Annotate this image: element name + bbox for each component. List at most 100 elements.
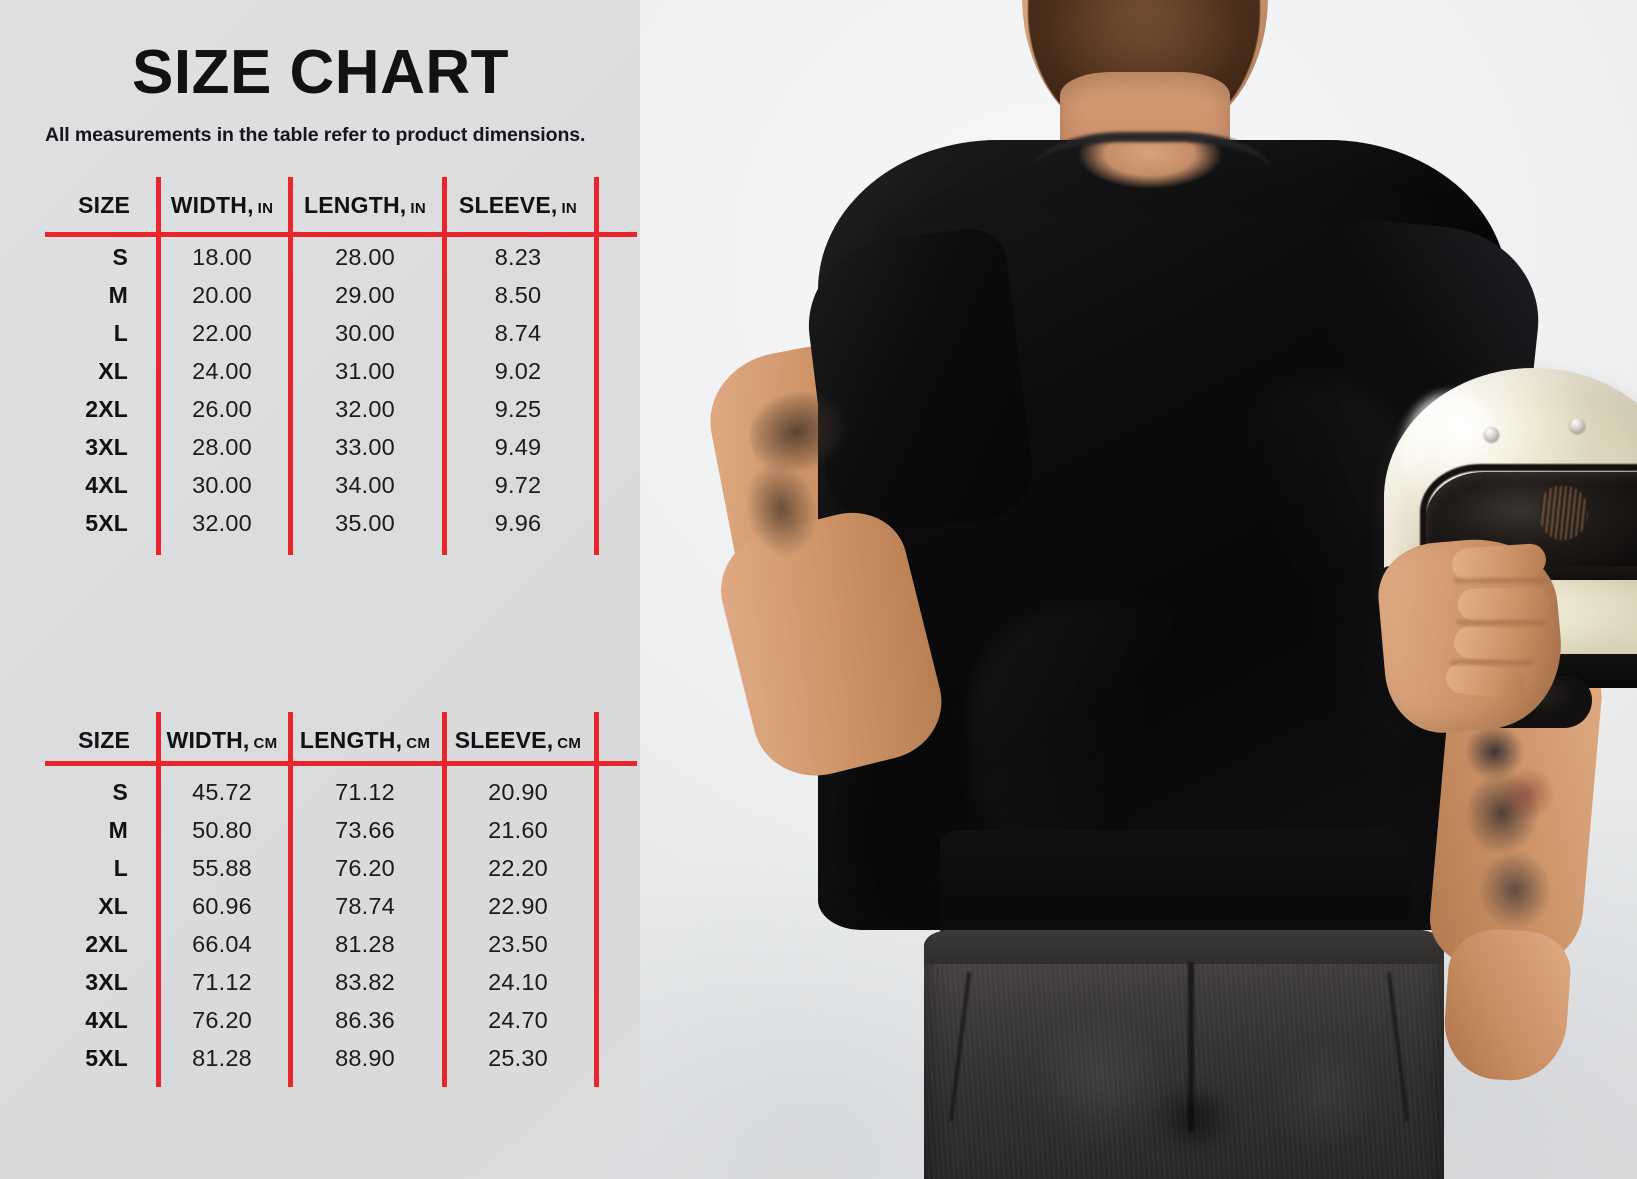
table-row: M 20.00 29.00 8.50 bbox=[0, 276, 640, 314]
size-table-inches: SIZE WIDTH, IN LENGTH, IN SLEEVE, IN S 18… bbox=[0, 170, 640, 570]
cell-length: 78.74 bbox=[335, 892, 395, 919]
cell-size: S bbox=[112, 778, 128, 805]
cell-length: 30.00 bbox=[335, 319, 395, 346]
table-row: 2XL 66.04 81.28 23.50 bbox=[0, 925, 640, 963]
cell-width: 45.72 bbox=[192, 778, 252, 805]
jeans-waistband bbox=[924, 930, 1444, 964]
cell-width: 60.96 bbox=[192, 892, 252, 919]
column-header-sleeve-unit: IN bbox=[561, 199, 578, 217]
table-row: 4XL 76.20 86.36 24.70 bbox=[0, 1001, 640, 1039]
cell-length: 73.66 bbox=[335, 816, 395, 843]
cell-sleeve: 9.96 bbox=[494, 509, 542, 536]
cell-width: 32.00 bbox=[192, 509, 252, 536]
table-divider-vertical bbox=[156, 177, 161, 555]
tshirt-collar-rim bbox=[1032, 132, 1270, 236]
cell-width: 50.80 bbox=[192, 816, 252, 843]
cell-size: XL bbox=[98, 357, 128, 384]
column-header-length-label: LENGTH, bbox=[299, 726, 403, 753]
cell-width: 28.00 bbox=[192, 433, 252, 460]
table-row: 5XL 32.00 35.00 9.96 bbox=[0, 504, 640, 542]
finger-separation bbox=[1450, 660, 1534, 665]
cell-sleeve: 22.90 bbox=[488, 892, 548, 919]
cell-sleeve: 8.23 bbox=[494, 243, 542, 270]
finger-separation bbox=[1456, 620, 1546, 625]
helmet-snap-icon bbox=[1570, 418, 1585, 433]
table-row: M 50.80 73.66 21.60 bbox=[0, 811, 640, 849]
jeans-fly-seam bbox=[1188, 962, 1194, 1132]
column-header-size: SIZE bbox=[0, 727, 156, 754]
finger-separation bbox=[1454, 578, 1546, 583]
column-header-sleeve: SLEEVE, CM bbox=[442, 727, 594, 754]
cell-width: 71.12 bbox=[192, 968, 252, 995]
cell-length: 33.00 bbox=[335, 433, 395, 460]
cell-width: 18.00 bbox=[192, 243, 252, 270]
cell-sleeve: 8.50 bbox=[494, 281, 542, 308]
cell-width: 22.00 bbox=[192, 319, 252, 346]
column-header-sleeve-label: SLEEVE, bbox=[454, 726, 554, 753]
cell-sleeve: 25.30 bbox=[488, 1044, 548, 1071]
cell-sleeve: 9.49 bbox=[494, 433, 542, 460]
helmet-snap-icon bbox=[1484, 427, 1499, 442]
cell-size: XL bbox=[98, 892, 128, 919]
table-header-rule bbox=[45, 761, 637, 766]
column-header-width-unit: IN bbox=[257, 199, 274, 217]
table-body-inches: S 18.00 28.00 8.23 M 20.00 29.00 8.50 L 22.00 30.0… bbox=[0, 238, 640, 542]
table-row: 5XL 81.28 88.90 25.30 bbox=[0, 1039, 640, 1077]
tshirt-left-sleeve bbox=[798, 224, 1039, 540]
cell-length: 88.90 bbox=[335, 1044, 395, 1071]
size-chart-panel: SIZE CHART All measurements in the table… bbox=[0, 0, 640, 1179]
cell-length: 86.36 bbox=[335, 1006, 395, 1033]
column-header-sleeve: SLEEVE, IN bbox=[442, 192, 594, 219]
cell-size: M bbox=[108, 816, 128, 843]
cell-length: 28.00 bbox=[335, 243, 395, 270]
cell-size: 4XL bbox=[85, 471, 128, 498]
model-finger bbox=[1450, 542, 1548, 582]
cell-width: 20.00 bbox=[192, 281, 252, 308]
table-header-rule bbox=[45, 232, 637, 237]
cell-size: L bbox=[113, 319, 128, 346]
cell-sleeve: 9.72 bbox=[494, 471, 542, 498]
cell-size: 2XL bbox=[85, 395, 128, 422]
table-row: L 22.00 30.00 8.74 bbox=[0, 314, 640, 352]
size-table-centimeters: SIZE WIDTH, CM LENGTH, CM SLEEVE, CM S 45… bbox=[0, 705, 640, 1105]
column-header-width: WIDTH, IN bbox=[156, 192, 288, 219]
table-row: XL 60.96 78.74 22.90 bbox=[0, 887, 640, 925]
table-divider-vertical bbox=[594, 712, 599, 1087]
model-finger bbox=[1453, 625, 1543, 663]
cell-sleeve: 22.20 bbox=[488, 854, 548, 881]
column-header-width-label: WIDTH, bbox=[166, 726, 250, 753]
model-finger bbox=[1457, 587, 1551, 621]
cell-length: 76.20 bbox=[335, 854, 395, 881]
jeans-inseam-shadow bbox=[1140, 1090, 1250, 1179]
cell-sleeve: 24.70 bbox=[488, 1006, 548, 1033]
cell-size: 4XL bbox=[85, 1006, 128, 1033]
column-header-length: LENGTH, IN bbox=[288, 192, 442, 219]
cell-length: 35.00 bbox=[335, 509, 395, 536]
table-divider-vertical bbox=[442, 712, 447, 1087]
cell-sleeve: 24.10 bbox=[488, 968, 548, 995]
cell-sleeve: 20.90 bbox=[488, 778, 548, 805]
cell-size: S bbox=[112, 243, 128, 270]
cell-sleeve: 8.74 bbox=[494, 319, 542, 346]
table-divider-vertical bbox=[288, 177, 293, 555]
cell-width: 26.00 bbox=[192, 395, 252, 422]
cell-size: 5XL bbox=[85, 1044, 128, 1071]
table-header-row: SIZE WIDTH, CM LENGTH, CM SLEEVE, CM bbox=[0, 717, 640, 763]
cell-length: 71.12 bbox=[335, 778, 395, 805]
table-divider-vertical bbox=[594, 177, 599, 555]
table-divider-vertical bbox=[156, 712, 161, 1087]
cell-sleeve: 9.02 bbox=[494, 357, 542, 384]
table-row: XL 24.00 31.00 9.02 bbox=[0, 352, 640, 390]
table-header-row: SIZE WIDTH, IN LENGTH, IN SLEEVE, IN bbox=[0, 182, 640, 228]
table-divider-vertical bbox=[442, 177, 447, 555]
table-row: 3XL 71.12 83.82 24.10 bbox=[0, 963, 640, 1001]
helmet-interior-mesh bbox=[1540, 486, 1588, 540]
cell-width: 55.88 bbox=[192, 854, 252, 881]
column-header-size-label: SIZE bbox=[78, 726, 130, 753]
column-header-width: WIDTH, CM bbox=[156, 727, 288, 754]
cell-size: 3XL bbox=[85, 968, 128, 995]
table-row: S 45.72 71.12 20.90 bbox=[0, 773, 640, 811]
cell-sleeve: 23.50 bbox=[488, 930, 548, 957]
column-header-width-unit: CM bbox=[253, 734, 278, 752]
table-row: 3XL 28.00 33.00 9.49 bbox=[0, 428, 640, 466]
